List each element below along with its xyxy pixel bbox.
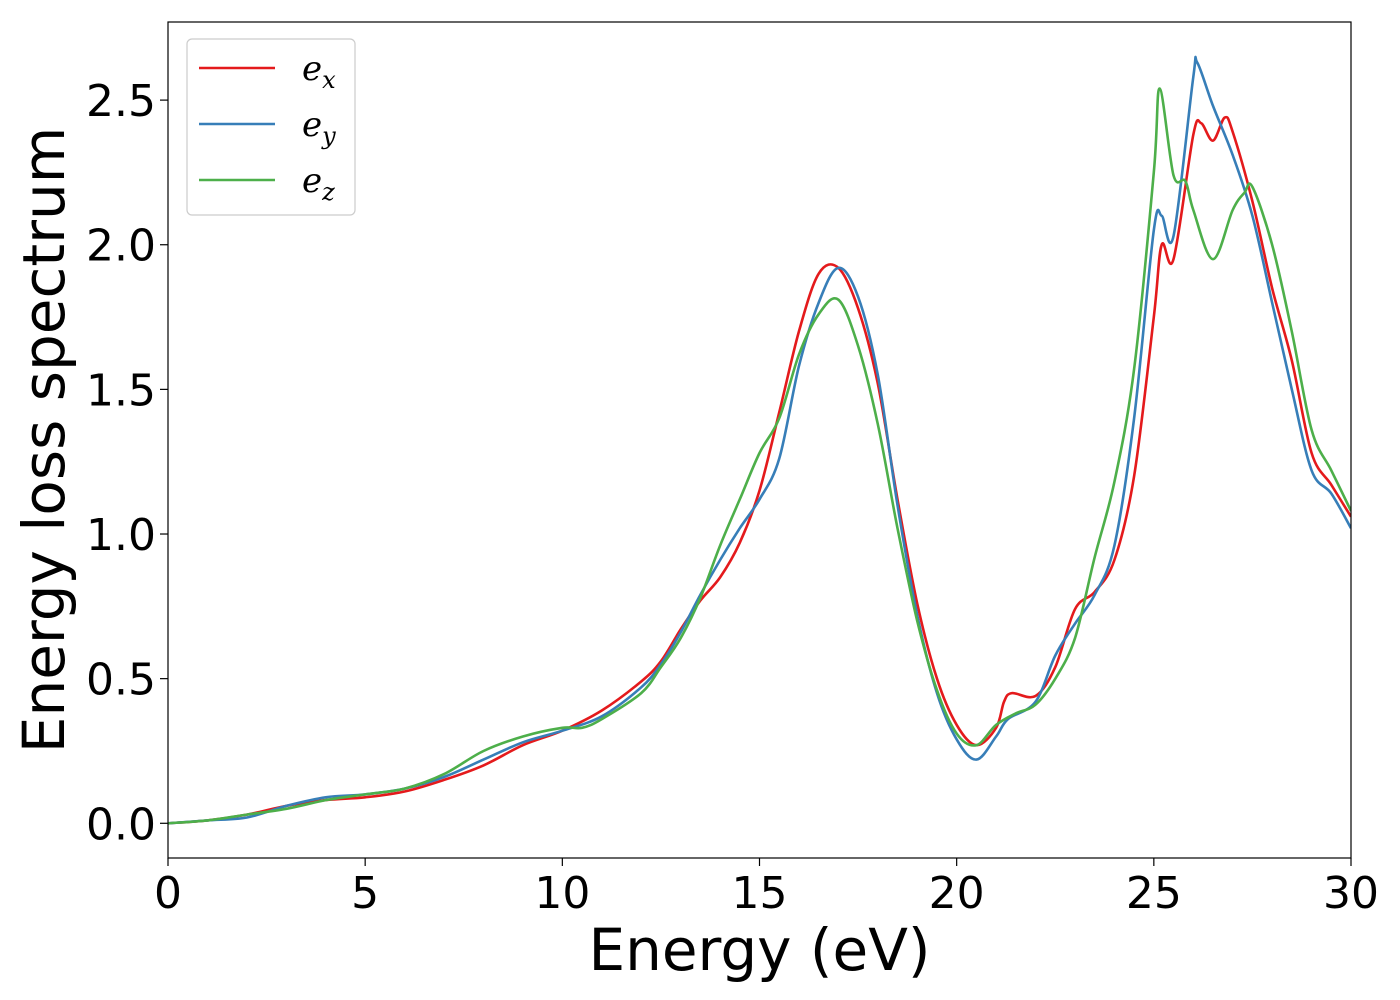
y-tick-label: 1.5 [86, 365, 156, 416]
x-tick-label: 30 [1323, 868, 1379, 919]
series-line-e-y [168, 55, 1351, 825]
y-tick-label: 1.0 [86, 510, 156, 561]
axes: 0 5 10 15 20 25 30 0.0 0.5 1.0 1.5 2.0 2.5 [86, 21, 1379, 919]
series-line-e-x [168, 115, 1351, 825]
y-tick-label: 2.5 [86, 76, 156, 127]
series-line-e-z [168, 87, 1351, 825]
legend-label: ey [302, 105, 336, 150]
plot-area [168, 55, 1351, 825]
legend-label: ex [302, 49, 336, 94]
x-tick-label: 10 [534, 868, 590, 919]
legend-box [186, 38, 356, 216]
x-tick-label: 15 [732, 868, 788, 919]
legend-label: ez [302, 161, 335, 206]
y-tick-label: 0.5 [86, 655, 156, 706]
y-axis-title: Energy loss spectrum [10, 127, 78, 753]
x-tick-label: 20 [929, 868, 985, 919]
y-tick-label: 2.0 [86, 221, 156, 272]
x-tick-label: 5 [351, 868, 379, 919]
y-tick-label: 0.0 [86, 799, 156, 850]
x-tick-label: 25 [1126, 868, 1182, 919]
x-tick-label: 0 [154, 868, 182, 919]
x-axis-title: Energy (eV) [588, 916, 930, 984]
series-lines [168, 55, 1351, 825]
legend: ex ey ez [186, 38, 356, 216]
